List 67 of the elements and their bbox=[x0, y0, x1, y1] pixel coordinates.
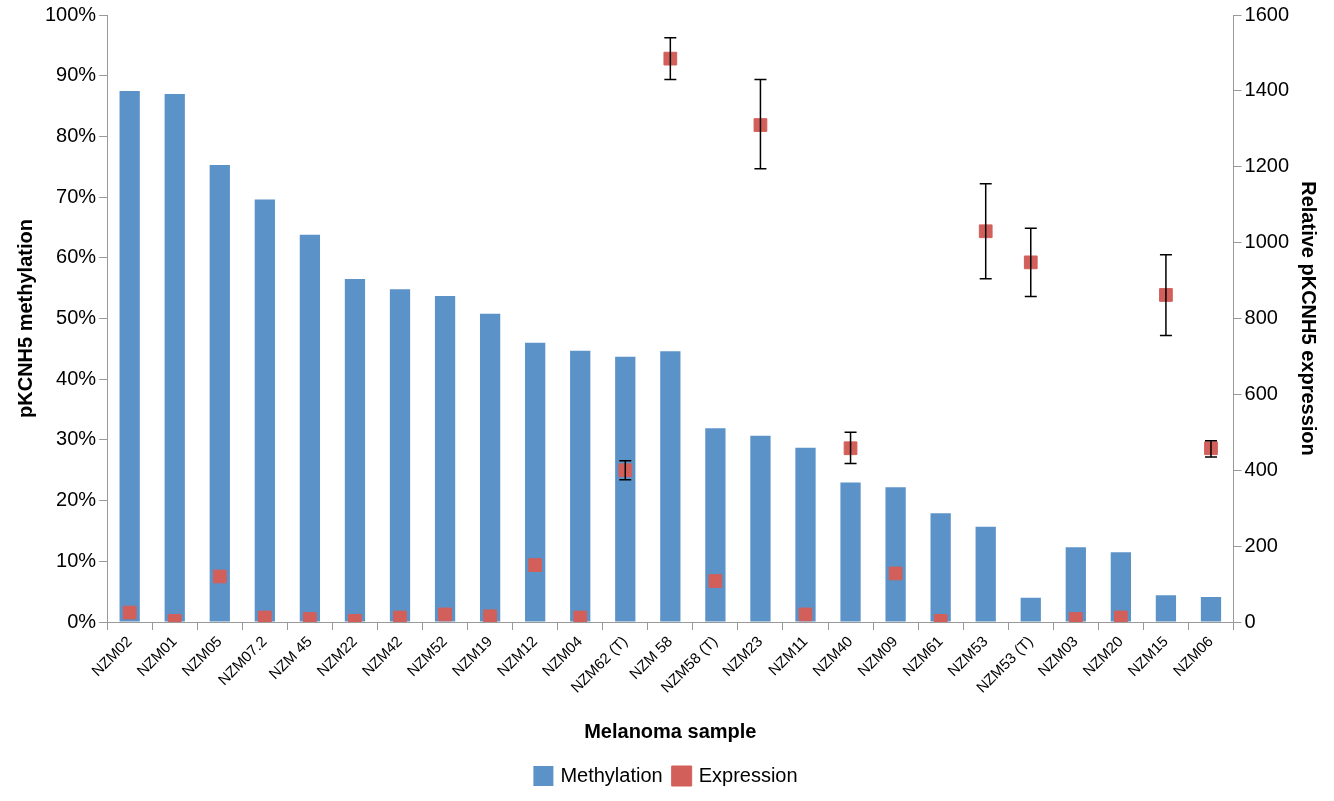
y2-tick-label: 0 bbox=[1244, 609, 1256, 632]
point bbox=[393, 610, 407, 623]
bar bbox=[660, 351, 681, 622]
point bbox=[798, 607, 813, 622]
bar bbox=[570, 350, 591, 622]
bar bbox=[1155, 595, 1177, 622]
y2-tick-label: 1200 bbox=[1244, 154, 1290, 177]
point bbox=[753, 118, 768, 132]
bar bbox=[1200, 597, 1222, 622]
bar bbox=[885, 487, 906, 622]
y2-tick-label: 800 bbox=[1244, 306, 1278, 329]
y-tick-label: 0% bbox=[67, 609, 97, 632]
bar bbox=[795, 447, 816, 622]
point bbox=[528, 558, 543, 572]
y-axis-title: pKCNH5 methylation bbox=[13, 219, 36, 418]
bar bbox=[975, 526, 996, 622]
x-axis-title: Melanoma sample bbox=[584, 719, 757, 742]
y-tick-label: 60% bbox=[56, 245, 97, 268]
y2-tick-label: 400 bbox=[1244, 457, 1278, 480]
point bbox=[843, 441, 858, 456]
bar bbox=[1065, 547, 1086, 622]
y-tick-label: 50% bbox=[56, 306, 97, 329]
bar bbox=[930, 513, 951, 622]
y2-tick-label: 1400 bbox=[1244, 78, 1290, 101]
bar bbox=[389, 289, 411, 622]
bar bbox=[750, 435, 771, 622]
bar bbox=[254, 199, 275, 622]
point bbox=[303, 612, 317, 623]
point bbox=[257, 610, 272, 623]
y-tick-label: 10% bbox=[56, 548, 97, 571]
bar bbox=[840, 482, 861, 622]
y-tick-label: 70% bbox=[56, 184, 97, 207]
point bbox=[122, 605, 137, 620]
y-tick-label: 20% bbox=[56, 488, 97, 511]
y-tick-label: 100% bbox=[45, 2, 97, 25]
point bbox=[1068, 612, 1083, 623]
point bbox=[663, 51, 678, 66]
point bbox=[978, 224, 993, 239]
bar bbox=[525, 342, 546, 622]
bar bbox=[164, 93, 185, 622]
y2-tick-label: 1600 bbox=[1244, 2, 1290, 25]
point bbox=[483, 609, 497, 623]
y-tick-label: 40% bbox=[56, 366, 97, 389]
point bbox=[573, 610, 588, 623]
legend-label: Methylation bbox=[560, 763, 663, 786]
point bbox=[1114, 610, 1128, 623]
y2-tick-label: 600 bbox=[1244, 381, 1278, 404]
bar bbox=[119, 90, 140, 622]
bar bbox=[479, 313, 501, 622]
bar bbox=[299, 234, 321, 622]
y-tick-label: 80% bbox=[56, 123, 97, 146]
point bbox=[438, 607, 452, 622]
bar bbox=[209, 164, 230, 622]
bar bbox=[434, 296, 456, 622]
bar bbox=[344, 279, 366, 622]
point bbox=[708, 574, 723, 588]
point bbox=[888, 566, 903, 581]
bar bbox=[705, 428, 726, 622]
y2-tick-label: 200 bbox=[1244, 533, 1278, 556]
y-tick-label: 90% bbox=[56, 63, 97, 86]
y-tick-label: 30% bbox=[56, 427, 97, 450]
point bbox=[212, 569, 227, 584]
legend-label: Expression bbox=[698, 763, 798, 786]
bar bbox=[615, 356, 636, 622]
y2-axis-title: Relative pKCNH5 expression bbox=[1298, 181, 1321, 456]
bar bbox=[1020, 597, 1041, 622]
y2-tick-label: 1000 bbox=[1244, 230, 1290, 253]
